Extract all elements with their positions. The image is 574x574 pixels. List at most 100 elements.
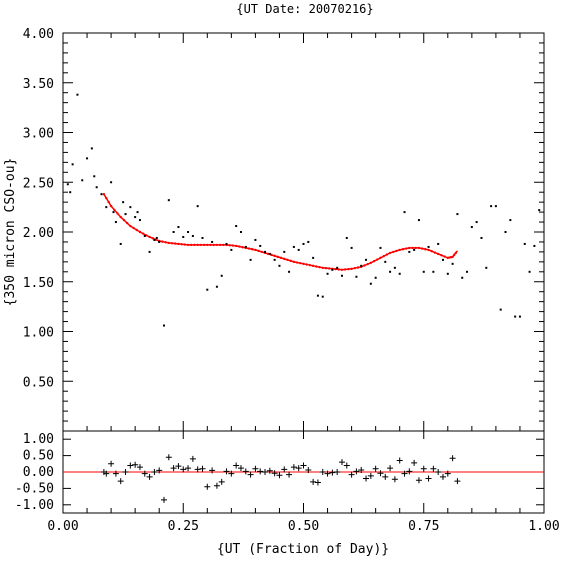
data-point [167,199,170,202]
fit-curve-point [107,200,110,204]
data-point [360,264,363,267]
fit-curve-point [430,250,433,253]
residual-y-tick-label: -1.00 [15,498,54,513]
residual-point [444,470,451,477]
fit-curve-point [356,266,360,269]
fit-curve-point [241,246,244,249]
residual-point [319,469,326,475]
fit-curve-point [295,261,299,264]
fit-curve-point [420,247,424,250]
fit-curve-point [276,255,280,259]
residual-point [430,465,437,472]
fit-curve-point [433,251,437,254]
main-y-tick-label: 2.00 [23,226,54,241]
data-point [331,268,334,271]
data-point [90,147,93,150]
fit-curve-point [401,248,405,251]
data-point [155,236,158,239]
data-point [494,205,497,208]
main-y-tick-label: 1.50 [23,276,54,291]
residual-point [161,496,168,503]
data-point [105,206,108,209]
residual-point [151,469,158,475]
residual-point [387,465,394,472]
x-tick-label: 0.75 [408,519,439,534]
residual-point [122,469,129,475]
data-point [441,258,444,261]
data-point [148,250,151,253]
residual-point [185,465,192,472]
residual-y-tick-label: 1.00 [23,432,54,447]
fit-curve-point [299,261,302,265]
fit-curve-point [327,267,331,270]
data-point [312,256,315,259]
fit-curve-point [369,261,373,265]
residual-point [141,470,148,477]
data-point [451,262,454,265]
fit-curve-point [337,268,340,271]
residual-point [252,465,259,472]
fit-curve-point [417,246,421,250]
data-point [398,272,401,275]
data-point [278,264,281,267]
fit-curve-point [222,243,225,247]
fit-curve-point [209,243,212,247]
residual-point [286,471,293,478]
fit-curve-point [311,264,315,268]
fit-curve-point [151,237,154,240]
data-point [95,186,98,189]
residual-point [237,465,244,472]
data-point [76,93,79,96]
residual-point [348,471,355,478]
fit-curve-point [202,243,206,247]
data-point [187,231,190,233]
data-point [408,250,411,253]
residual-point [257,468,264,475]
residual-point [396,457,403,464]
fit-curve-point [257,249,260,253]
data-point [153,238,156,241]
data-point [461,276,464,279]
data-point [114,221,117,224]
data-point [374,276,377,279]
residual-point [454,478,461,485]
data-point [518,315,521,318]
fit-curve-point [324,266,328,270]
fit-curve-point [302,262,305,266]
fit-curve-point [353,266,357,270]
residual-point [165,454,172,461]
fit-curve-point [305,263,308,266]
fit-curve-point [196,243,199,247]
fit-curve-point [167,241,171,245]
data-point [427,245,430,248]
fit-curve-point [318,265,321,269]
data-point [172,231,175,233]
data-point [470,226,473,229]
fit-curve-point [193,243,196,247]
data-point [273,258,276,261]
fit-curve-point [385,253,389,256]
residual-y-ticks: 1.00 0.500.00-0.50 -1.00 [15,432,544,513]
residual-point [189,455,196,462]
residual-point [391,476,398,483]
data-point [259,244,262,247]
residual-point [247,471,254,478]
data-point [177,226,180,229]
residual-point [358,467,365,474]
data-point [490,205,493,208]
data-point [66,183,69,186]
residual-point [117,478,124,485]
residual-point [420,465,427,472]
residual-points [100,454,461,503]
data-point [336,266,339,269]
fit-curve-point [270,253,273,257]
residual-point [213,482,220,489]
residual-point [281,466,288,473]
fit-curve-point [250,248,254,251]
data-point [268,252,271,255]
residual-point [305,467,312,474]
residual-point [411,459,418,466]
fit-curve-point [105,196,108,200]
fit-curve-point [119,215,122,219]
